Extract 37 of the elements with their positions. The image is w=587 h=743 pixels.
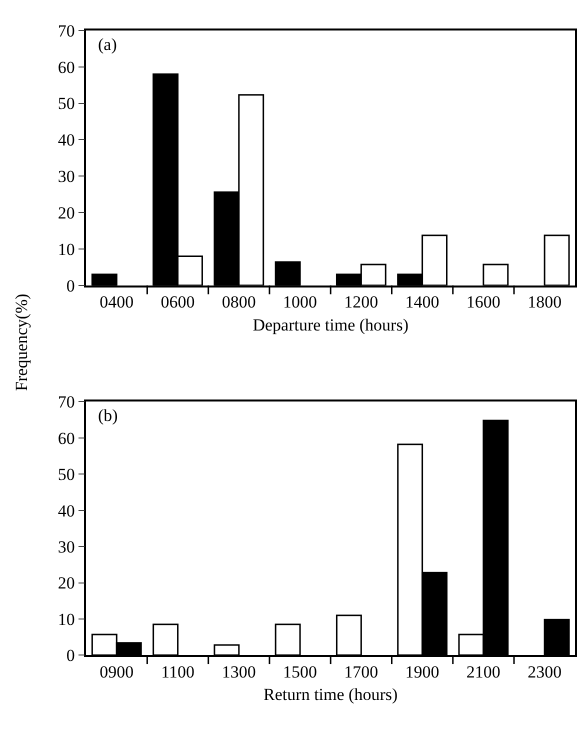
y-tick-label: 30 — [58, 537, 75, 556]
y-tick-label: 10 — [58, 240, 75, 259]
x-tick-label: 0800 — [222, 292, 256, 312]
y-tick-label: 10 — [58, 610, 75, 629]
x-tick-label: 2100 — [466, 662, 500, 682]
x-tick-label: 1300 — [222, 662, 256, 682]
x-tick-label: 0900 — [100, 662, 134, 682]
y-tick-label: 20 — [58, 574, 75, 593]
y-tick-label: 40 — [58, 130, 75, 150]
x-tick-label: 1800 — [528, 292, 562, 312]
x-tick-label: 1600 — [466, 292, 500, 312]
y-tick-label: 0 — [66, 646, 75, 666]
y-tick-label: 60 — [58, 428, 75, 448]
x-tick-label: 1200 — [344, 292, 378, 312]
y-tick-label: 50 — [58, 94, 75, 114]
annotation: (b) — [98, 406, 118, 425]
y-axis-title: Frequency(%) — [12, 294, 32, 391]
y-tick-label: 40 — [58, 501, 75, 520]
annotation: (a) — [98, 35, 117, 54]
x-tick-label: 0600 — [160, 292, 195, 312]
y-tick-label: 70 — [58, 392, 75, 412]
y-tick-label: 60 — [58, 58, 75, 77]
x-tick-label: 1100 — [161, 662, 194, 682]
x-tick-label: 2300 — [528, 662, 562, 682]
x-tick-label: 1700 — [344, 662, 378, 682]
x-tick-label: 1400 — [405, 292, 440, 312]
y-tick-label: 20 — [58, 203, 75, 222]
x-axis-title: Return time (hours) — [264, 685, 398, 704]
x-tick-label: 1500 — [283, 662, 318, 682]
y-tick-label: 50 — [58, 465, 75, 484]
x-tick-label: 0400 — [100, 292, 134, 312]
y-tick-label: 70 — [58, 21, 75, 40]
x-tick-label: 1900 — [405, 662, 440, 682]
x-tick-label: 1000 — [283, 292, 318, 312]
y-tick-label: 0 — [66, 276, 75, 296]
y-tick-label: 30 — [58, 167, 75, 186]
x-axis-title: Departure time (hours) — [252, 315, 408, 334]
